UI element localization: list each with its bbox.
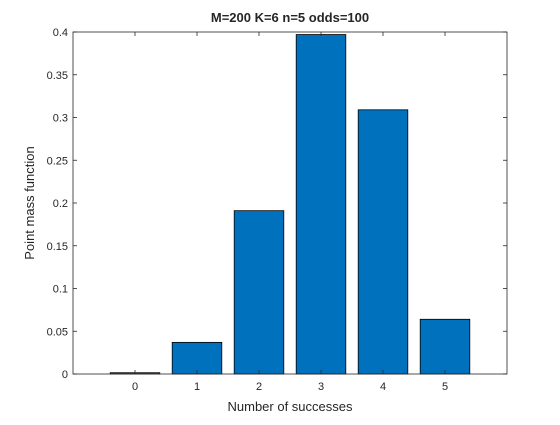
bar-1	[171, 341, 223, 375]
x-tick-label-4: 4	[380, 381, 386, 393]
y-tick-label-3: 0.15	[47, 241, 68, 253]
bar-5	[419, 318, 471, 375]
bars-group	[109, 34, 471, 375]
bar-3	[295, 34, 347, 375]
bar-4	[357, 109, 409, 375]
y-tick-label-0: 0	[62, 369, 68, 381]
plot-area-background	[73, 32, 507, 374]
y-tick-label-7: 0.35	[47, 70, 68, 82]
y-axis-label: Point mass function	[22, 146, 37, 259]
y-tick-label-6: 0.3	[53, 113, 68, 125]
chart-title: M=200 K=6 n=5 odds=100	[211, 10, 369, 25]
x-tick-label-0: 0	[132, 381, 138, 393]
y-tick-label-8: 0.4	[53, 27, 68, 39]
plot-area-frame	[72, 31, 508, 375]
x-axis-label: Number of successes	[228, 399, 353, 414]
y-tick-label-1: 0.05	[47, 326, 68, 338]
y-tick-label-5: 0.25	[47, 155, 68, 167]
y-tick-label-4: 0.2	[53, 198, 68, 210]
x-tick-label-1: 1	[194, 381, 200, 393]
y-tick-label-2: 0.1	[53, 284, 68, 296]
x-tick-label-3: 3	[318, 381, 324, 393]
x-tick-label-2: 2	[256, 381, 262, 393]
bar-2	[233, 210, 285, 375]
x-tick-label-5: 5	[442, 381, 448, 393]
ticks-group: 0 1 2 3 4 5 0 0.05 0.1 0.15 0.2 0.25 0.3 0.35 0.4	[47, 27, 507, 393]
